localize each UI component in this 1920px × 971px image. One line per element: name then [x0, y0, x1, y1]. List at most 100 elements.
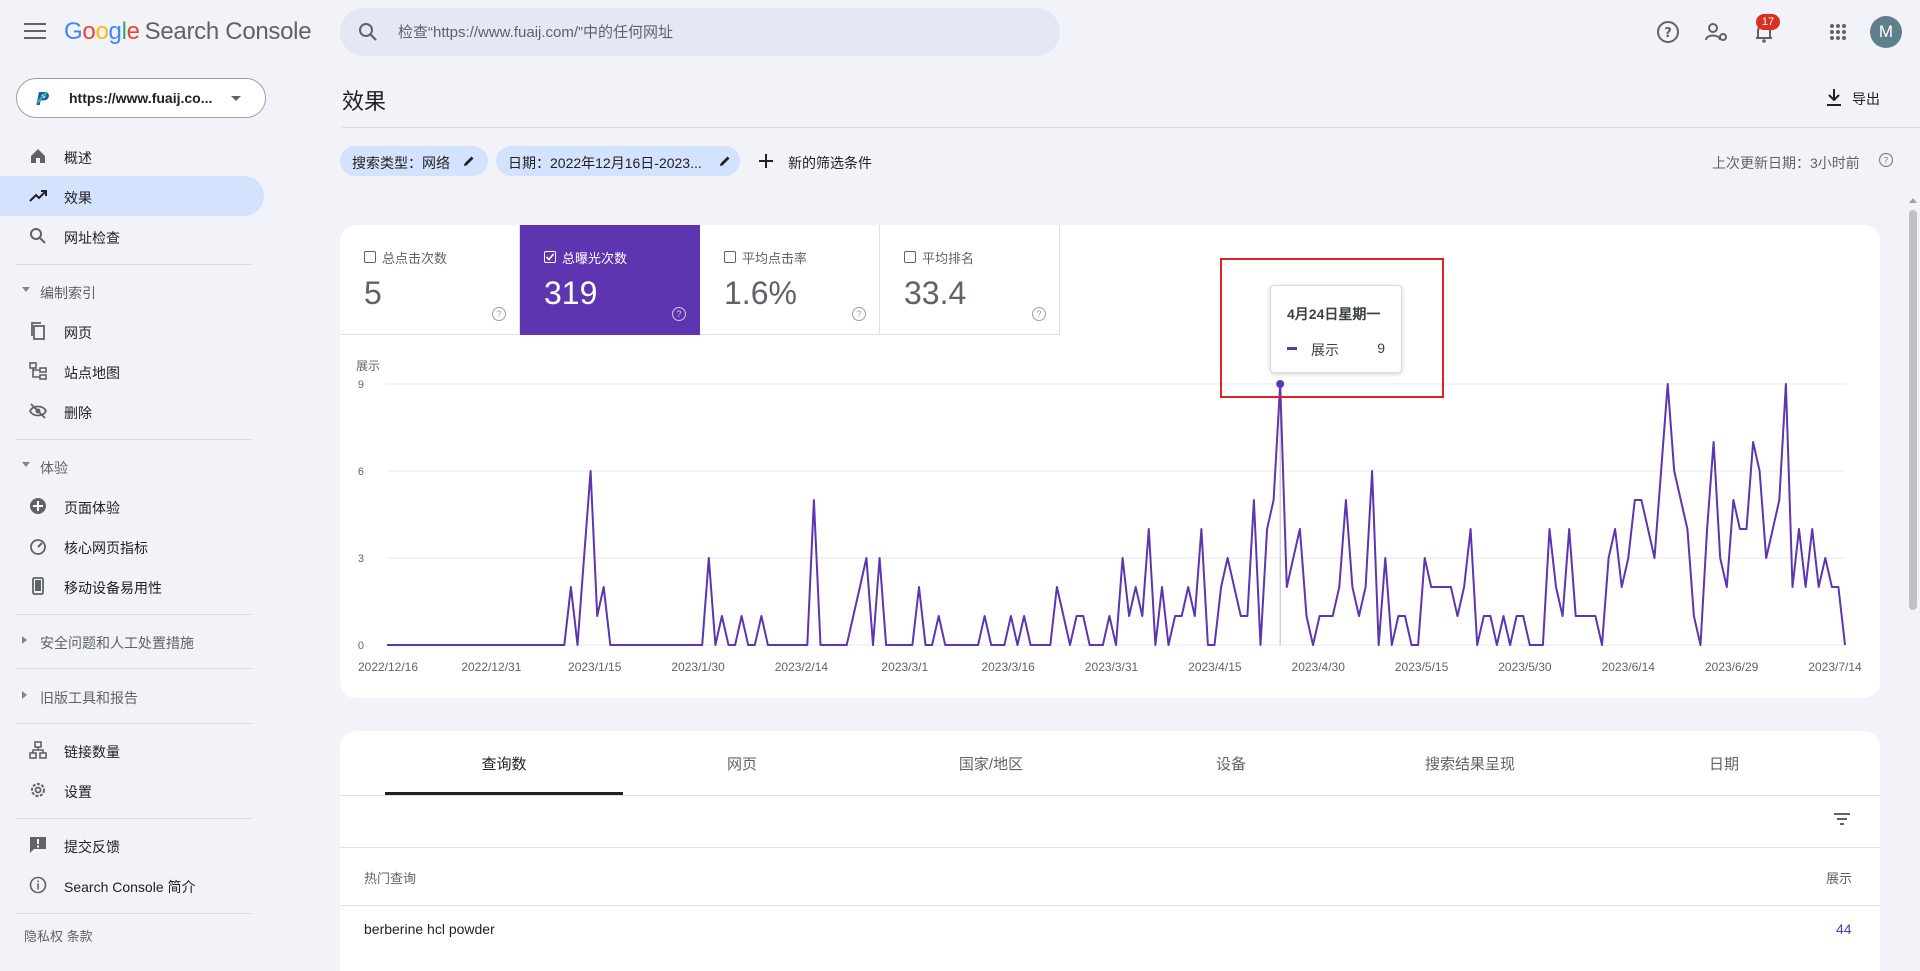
sidebar-item-mobile-usability[interactable]: 移动设备易用性 — [0, 566, 264, 606]
x-tick-label: 2023/1/15 — [568, 660, 622, 674]
chart-tooltip: 4月24日星期一 展示 9 — [1270, 285, 1402, 373]
sidebar-item-removals[interactable]: 删除 — [0, 391, 264, 431]
table-row-query[interactable]: berberine hcl powder — [364, 921, 495, 937]
add-filter-label: 新的筛选条件 — [788, 155, 872, 171]
header-divider — [342, 127, 1920, 128]
metric-label: 平均排名 — [922, 251, 975, 266]
page-scrollbar[interactable] — [1906, 196, 1920, 937]
tab-devices[interactable]: 设备 — [1121, 731, 1341, 795]
impressions-line-chart[interactable]: 展示 0 3 6 9 2022/12/16 2022/12/31 2023/1/15 2023/… — [340, 225, 1880, 698]
tabs-divider — [340, 795, 1880, 796]
y-tick-label: 6 — [358, 466, 364, 478]
edit-pencil-icon — [720, 156, 730, 166]
sidebar-item-label: 站点地图 — [64, 365, 120, 381]
checkbox[interactable] — [724, 251, 736, 263]
metric-label: 总点击次数 — [382, 251, 448, 266]
tab-label: 日期 — [1708, 756, 1739, 773]
help-icon[interactable]: ? — [1032, 307, 1046, 321]
account-avatar[interactable]: M — [1870, 16, 1902, 48]
chevron-down-icon — [231, 96, 241, 101]
column-header-query[interactable]: 热门查询 — [364, 871, 417, 886]
apps-grid-icon[interactable] — [1824, 18, 1852, 46]
metric-avg-ctr[interactable]: 平均点击率 1.6% ? — [700, 225, 880, 335]
sidebar-item-page-experience[interactable]: 页面体验 — [0, 486, 264, 526]
product-logo[interactable]: Google Search Console — [64, 18, 312, 46]
tooltip-series-swatch — [1287, 347, 1297, 350]
sidebar-divider — [16, 614, 252, 615]
sidebar-item-feedback[interactable]: 提交反馈 — [0, 825, 264, 865]
tab-queries[interactable]: 查询数 — [385, 731, 623, 795]
sidebar-item-overview[interactable]: 概述 — [0, 136, 264, 176]
sidebar-item-url-inspection[interactable]: 网址检查 — [0, 216, 264, 256]
filter-icon[interactable] — [1830, 807, 1854, 831]
x-tick-label: 2022/12/16 — [358, 660, 418, 674]
help-icon[interactable]: ? — [852, 307, 866, 321]
filter-chip-date[interactable]: 日期：2022年12月16日-2023... — [496, 146, 740, 176]
metric-total-impressions[interactable]: 总曝光次数 319 ? — [520, 225, 700, 335]
download-icon — [1827, 89, 1841, 106]
x-tick-label: 2023/6/29 — [1705, 660, 1759, 674]
trending-up-icon — [29, 190, 47, 202]
y-tick-label: 9 — [358, 379, 364, 391]
sidebar-item-links[interactable]: 链接数量 — [0, 730, 264, 770]
x-tick-label: 2023/7/14 — [1808, 660, 1862, 674]
tab-label: 国家/地区 — [958, 756, 1024, 773]
sidebar-item-pages[interactable]: 网页 — [0, 311, 264, 351]
tooltip-series-label: 展示 — [1311, 342, 1339, 358]
logo-letter: e — [126, 18, 140, 45]
column-header-impressions[interactable]: 展示 — [1826, 871, 1853, 886]
scrollbar-thumb[interactable] — [1909, 210, 1917, 610]
sidebar-item-label: 移动设备易用性 — [64, 580, 162, 596]
tooltip-date: 4月24日星期一 — [1287, 306, 1381, 322]
privacy-terms-links[interactable]: 隐私权 条款 — [24, 929, 93, 944]
sitemap-icon — [29, 362, 47, 380]
sidebar-item-core-web-vitals[interactable]: 核心网页指标 — [0, 526, 264, 566]
y-tick-label: 3 — [358, 553, 364, 565]
tab-label: 网页 — [726, 756, 757, 773]
sidebar-item-label: 链接数量 — [64, 744, 120, 760]
url-inspection-search[interactable] — [340, 8, 1060, 56]
sidebar-divider — [16, 264, 252, 265]
sidebar-item-settings[interactable]: 设置 — [0, 770, 264, 810]
metric-label: 总曝光次数 — [562, 251, 628, 266]
removal-icon — [28, 403, 48, 419]
scroll-up-arrow-icon[interactable] — [1909, 198, 1917, 203]
tab-label: 设备 — [1215, 756, 1246, 773]
logo-product-name: Search Console — [144, 18, 312, 45]
checkbox[interactable] — [904, 251, 916, 263]
tab-countries[interactable]: 国家/地区 — [861, 731, 1121, 795]
expand-arrow-icon — [22, 636, 27, 644]
help-icon[interactable]: ? — [1654, 18, 1682, 46]
property-selector[interactable]: P https://www.fuaij.co... — [16, 78, 266, 118]
sidebar-item-sitemaps[interactable]: 站点地图 — [0, 351, 264, 391]
x-tick-label: 2023/3/31 — [1085, 660, 1139, 674]
sidebar-item-performance[interactable]: 效果 — [0, 176, 264, 216]
users-settings-icon[interactable] — [1702, 18, 1730, 46]
export-label: 导出 — [1852, 91, 1880, 107]
last-updated-text: 上次更新日期：3小时前 ? — [1712, 152, 1894, 173]
x-tick-label: 2023/4/15 — [1188, 660, 1242, 674]
sidebar-item-label: 提交反馈 — [64, 839, 120, 855]
feedback-icon — [30, 837, 46, 853]
metric-total-clicks[interactable]: 总点击次数 5 ? — [340, 225, 520, 335]
x-tick-label: 2023/1/30 — [671, 660, 725, 674]
filter-chip-search-type[interactable]: 搜索类型：网络 — [340, 146, 488, 176]
metric-avg-position[interactable]: 平均排名 33.4 ? — [880, 225, 1060, 335]
help-icon[interactable]: ? — [492, 307, 506, 321]
main-menu-icon[interactable] — [20, 18, 50, 46]
header-divider — [340, 905, 1880, 906]
tab-pages[interactable]: 网页 — [623, 731, 861, 795]
tab-search-appearance[interactable]: 搜索结果呈现 — [1341, 731, 1599, 795]
search-input[interactable] — [396, 8, 1036, 56]
sidebar-item-about[interactable]: Search Console 简介 — [0, 865, 264, 905]
checkbox-checked[interactable] — [544, 251, 556, 263]
tab-label: 搜索结果呈现 — [1424, 756, 1515, 773]
checkbox[interactable] — [364, 251, 376, 263]
y-tick-label: 0 — [358, 640, 364, 652]
tab-dates[interactable]: 日期 — [1599, 731, 1849, 795]
help-icon[interactable]: ? — [672, 307, 686, 321]
filter-chip-label: 日期：2022年12月16日-2023... — [508, 155, 702, 171]
help-icon[interactable]: ? — [1878, 152, 1894, 168]
metric-label: 平均点击率 — [742, 251, 808, 266]
